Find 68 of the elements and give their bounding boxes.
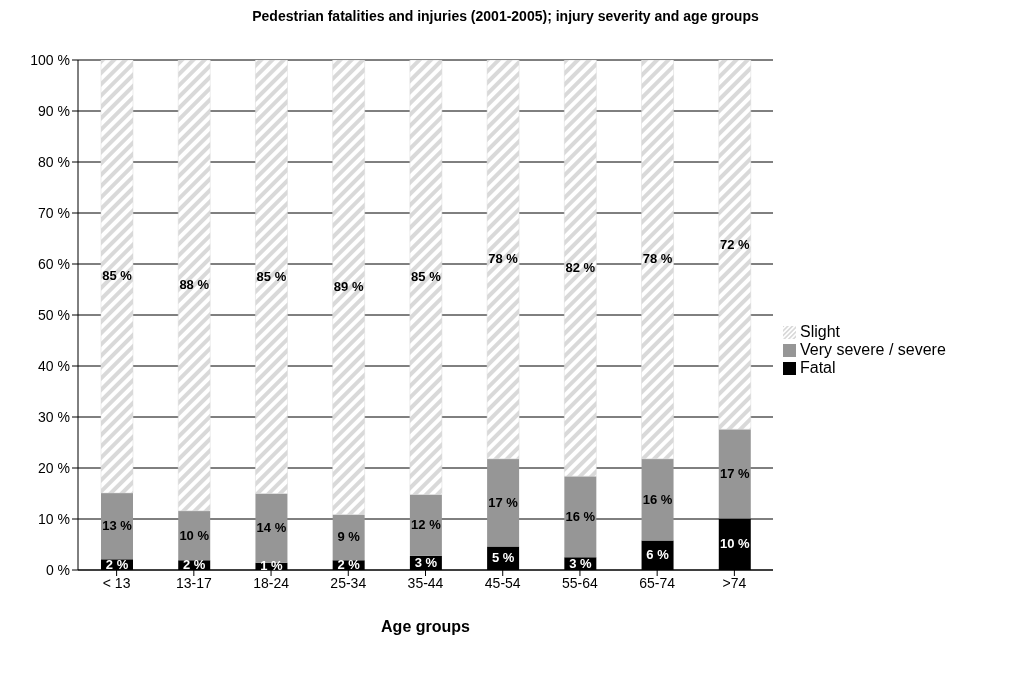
legend-label: Slight <box>800 323 841 340</box>
data-label: 17 % <box>719 465 751 481</box>
data-label: 85 % <box>411 269 442 285</box>
legend-label: Very severe / severe <box>800 341 946 358</box>
bar <box>409 494 442 556</box>
y-tick-label: 90 % <box>38 102 70 119</box>
y-tick-label: 20 % <box>38 459 70 476</box>
bar <box>177 60 211 512</box>
data-label: 5 % <box>491 550 515 566</box>
y-tick-label: 60 % <box>38 255 70 272</box>
y-tick-label: 0 % <box>45 561 70 578</box>
bar <box>332 60 365 515</box>
bar <box>641 458 674 541</box>
y-tick-label: 80 % <box>38 153 70 170</box>
data-label: 85 % <box>256 268 287 284</box>
y-tick-label: 30 % <box>38 408 70 425</box>
bar <box>486 60 520 460</box>
bar <box>641 60 674 460</box>
data-label: 2 % <box>105 556 129 572</box>
data-label: 12 % <box>411 517 442 533</box>
data-label: 16 % <box>642 491 673 507</box>
bar <box>718 60 752 430</box>
bar <box>487 458 520 547</box>
data-label: 10 % <box>179 527 210 543</box>
data-label: 1 % <box>260 558 284 574</box>
bar <box>255 493 288 563</box>
x-axis-title: Age groups <box>381 618 471 635</box>
bar <box>564 476 597 558</box>
data-label: 2 % <box>337 557 361 573</box>
data-label: 14 % <box>256 520 287 536</box>
x-tick-label: >74 <box>722 574 747 591</box>
bar <box>255 60 288 494</box>
data-label: 82 % <box>565 260 596 276</box>
chart-title: Pedestrian fatalities and injuries (2001-2005); injury severity and age groups <box>251 8 760 24</box>
legend-label: Fatal <box>800 359 836 376</box>
bar <box>101 492 133 560</box>
data-label: 9 % <box>337 529 361 545</box>
x-tick-label: 45-54 <box>484 574 521 591</box>
x-tick-label: 18-24 <box>253 574 290 591</box>
data-label: 85 % <box>102 268 133 284</box>
x-tick-label: 65-74 <box>639 574 676 591</box>
data-label: 10 % <box>719 536 751 552</box>
data-label: 17 % <box>488 494 519 510</box>
data-label: 89 % <box>333 279 364 295</box>
bar <box>564 60 597 477</box>
data-label: 78 % <box>488 251 519 267</box>
x-tick-label: < 13 <box>102 574 131 591</box>
y-tick-label: 10 % <box>38 510 70 527</box>
bar <box>718 429 751 519</box>
data-label: 6 % <box>646 547 670 563</box>
data-label: 3 % <box>414 554 438 570</box>
x-tick-label: 13-17 <box>175 574 212 591</box>
y-tick-label: 100 % <box>30 51 70 68</box>
y-tick-label: 40 % <box>38 357 70 374</box>
x-tick-label: 25-34 <box>330 574 367 591</box>
x-tick-label: 35-44 <box>407 574 444 591</box>
data-label: 78 % <box>642 251 673 267</box>
data-label: 2 % <box>183 557 206 573</box>
data-label: 72 % <box>719 236 751 252</box>
bar <box>409 60 443 495</box>
data-label: 16 % <box>565 508 596 524</box>
data-label: 88 % <box>179 277 210 293</box>
y-tick-label: 50 % <box>38 306 70 323</box>
data-label: 3 % <box>569 555 592 571</box>
x-tick-label: 55-64 <box>562 574 599 591</box>
data-label: 13 % <box>102 518 133 534</box>
bar <box>100 60 134 494</box>
y-tick-label: 70 % <box>38 204 70 221</box>
